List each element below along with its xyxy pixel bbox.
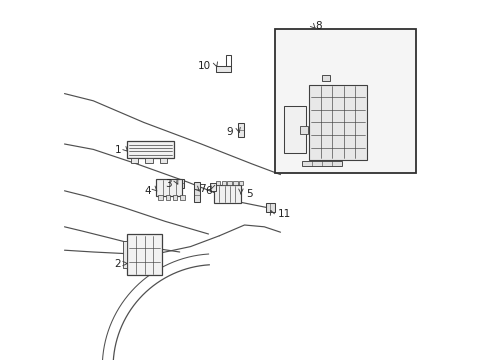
Text: 10: 10: [197, 60, 210, 71]
Bar: [302, 161, 341, 166]
Text: 8: 8: [315, 21, 321, 31]
Bar: [221, 181, 225, 185]
Bar: [176, 179, 183, 188]
Bar: [284, 106, 305, 153]
Text: 4: 4: [144, 186, 151, 196]
Text: 5: 5: [246, 189, 253, 199]
Bar: [265, 203, 274, 212]
Text: 2: 2: [114, 258, 121, 269]
Bar: [238, 123, 244, 137]
Text: 11: 11: [277, 209, 291, 219]
Bar: [213, 185, 241, 203]
Bar: [158, 195, 163, 200]
Bar: [173, 195, 177, 200]
Bar: [127, 234, 162, 275]
Bar: [156, 179, 182, 196]
Text: 6: 6: [204, 186, 211, 196]
Text: 3: 3: [165, 179, 171, 189]
Bar: [321, 75, 329, 81]
Bar: [300, 126, 307, 134]
Bar: [127, 141, 174, 158]
Bar: [309, 85, 366, 160]
Bar: [233, 181, 237, 185]
Bar: [227, 181, 231, 185]
Bar: [239, 181, 243, 185]
Text: 9: 9: [226, 127, 233, 137]
Bar: [131, 158, 138, 163]
Bar: [123, 241, 127, 268]
Bar: [226, 55, 230, 66]
Bar: [165, 195, 170, 200]
Bar: [209, 183, 216, 191]
Bar: [194, 182, 200, 202]
Text: 7: 7: [199, 184, 205, 194]
Bar: [215, 181, 220, 185]
Bar: [160, 158, 167, 163]
Bar: [215, 66, 230, 72]
Bar: [145, 158, 152, 163]
Bar: [180, 195, 184, 200]
Bar: [275, 29, 415, 173]
Text: 1: 1: [114, 145, 121, 156]
